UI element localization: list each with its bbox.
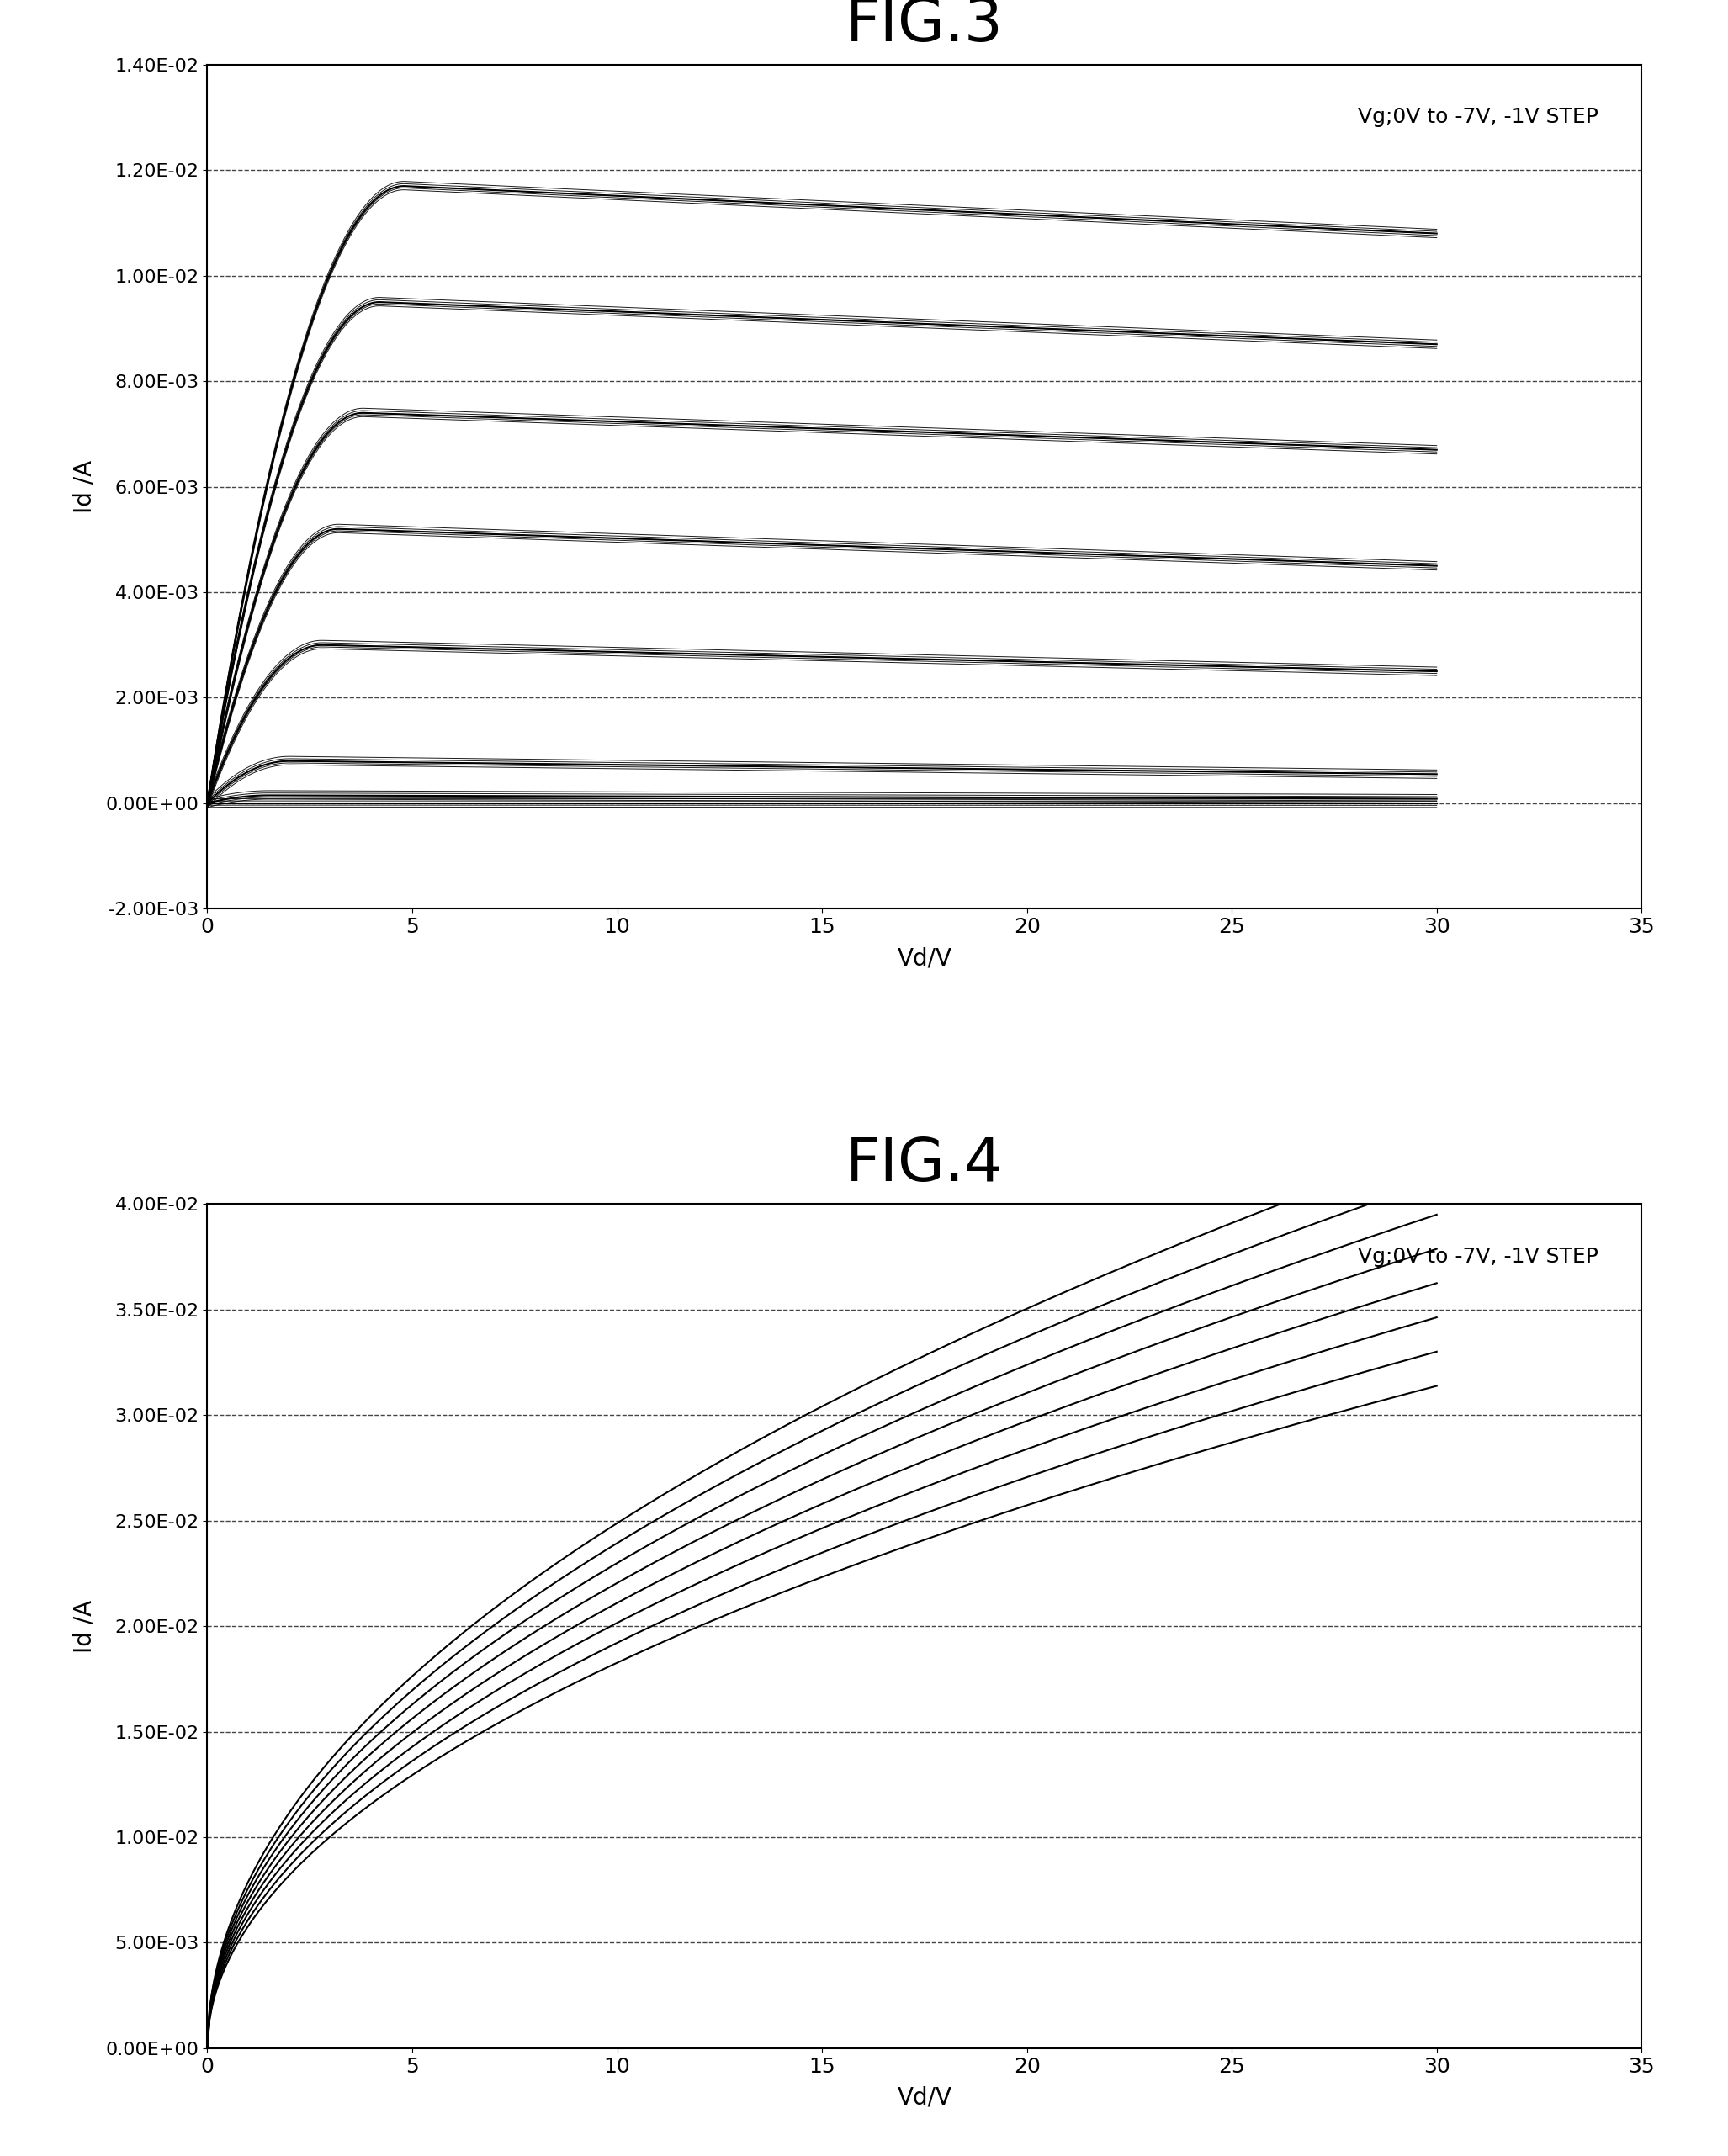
X-axis label: Vd/V: Vd/V xyxy=(897,2085,952,2109)
Title: FIG.3: FIG.3 xyxy=(845,0,1004,54)
Text: Vg;0V to -7V, -1V STEP: Vg;0V to -7V, -1V STEP xyxy=(1358,108,1598,127)
Text: Vg;0V to -7V, -1V STEP: Vg;0V to -7V, -1V STEP xyxy=(1358,1246,1598,1266)
Y-axis label: Id /A: Id /A xyxy=(73,459,97,513)
X-axis label: Vd/V: Vd/V xyxy=(897,946,952,970)
Y-axis label: Id /A: Id /A xyxy=(73,1600,97,1654)
Title: FIG.4: FIG.4 xyxy=(845,1136,1004,1194)
